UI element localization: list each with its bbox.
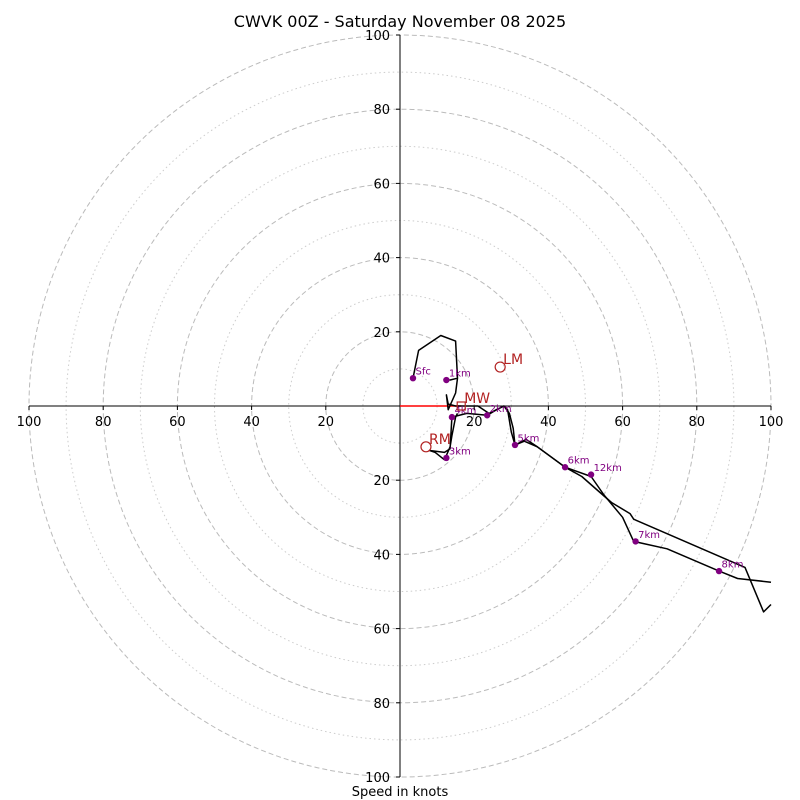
motion-marker-rm (420, 441, 432, 453)
x-tick-label: 60 (614, 415, 631, 430)
height-marker-4km (448, 413, 456, 421)
x-axis-label: Speed in knots (352, 785, 449, 800)
x-tick-label: 20 (318, 415, 335, 430)
height-marker-5km (511, 441, 519, 449)
hodograph-trace-layer (412, 334, 772, 613)
motion-marker-lm (494, 361, 506, 373)
height-label-2km: 2km (490, 404, 512, 415)
motion-label-rm: RM (429, 432, 451, 448)
y-tick-label: 20 (373, 474, 390, 489)
height-marker-sfc (409, 374, 417, 382)
y-tick-label: 80 (373, 697, 390, 712)
storm-motions: LM RM MW (420, 352, 523, 453)
y-tick-label: 100 (365, 29, 390, 44)
y-tick-label: 60 (373, 177, 390, 192)
height-label-3km: 3km (449, 446, 471, 457)
y-tick-label: 60 (373, 623, 390, 638)
height-label-7km: 7km (638, 530, 660, 541)
x-tick-label: 40 (243, 415, 260, 430)
tick-labels: 100 80 60 40 20 20 40 60 80 100 100 80 60 40 20 20 40 60 8… (17, 29, 784, 786)
height-label-6km: 6km (568, 456, 590, 467)
height-marker-8km (715, 567, 723, 575)
x-tick-label: 100 (759, 415, 784, 430)
y-tick-label: 40 (373, 548, 390, 563)
height-markers: Sfc 1km 2km 3km 4km 5km 6km 7km 8km 12km (409, 367, 744, 575)
height-marker-12km (587, 471, 595, 478)
y-tick-label: 100 (365, 771, 390, 786)
height-label-1km: 1km (449, 369, 471, 380)
x-tick-label: 80 (689, 415, 706, 430)
chart-title: CWVK 00Z - Saturday November 08 2025 (234, 12, 566, 31)
height-label-5km: 5km (518, 433, 540, 444)
x-tick-label: 100 (17, 415, 42, 430)
motion-label-mw: MW (464, 391, 490, 407)
height-marker-3km (443, 454, 450, 462)
motion-marker-mw (456, 401, 466, 411)
y-tick-label: 80 (373, 103, 390, 118)
x-tick-label: 40 (540, 415, 557, 430)
height-label-12km: 12km (594, 463, 622, 474)
height-marker-6km (561, 464, 569, 471)
x-tick-label: 80 (95, 415, 112, 430)
x-tick-label: 20 (466, 415, 483, 430)
height-marker-1km (443, 376, 450, 384)
height-marker-2km (483, 412, 491, 419)
x-tick-label: 60 (169, 415, 186, 430)
height-label-8km: 8km (722, 560, 744, 571)
height-label-sfc: Sfc (415, 367, 430, 378)
motion-label-lm: LM (503, 352, 523, 368)
height-marker-7km (632, 538, 639, 545)
hodograph-trace-secondary (428, 405, 772, 613)
y-tick-label: 20 (373, 326, 390, 341)
y-tick-label: 40 (373, 252, 390, 267)
height-label-4km: 4km (454, 406, 476, 417)
